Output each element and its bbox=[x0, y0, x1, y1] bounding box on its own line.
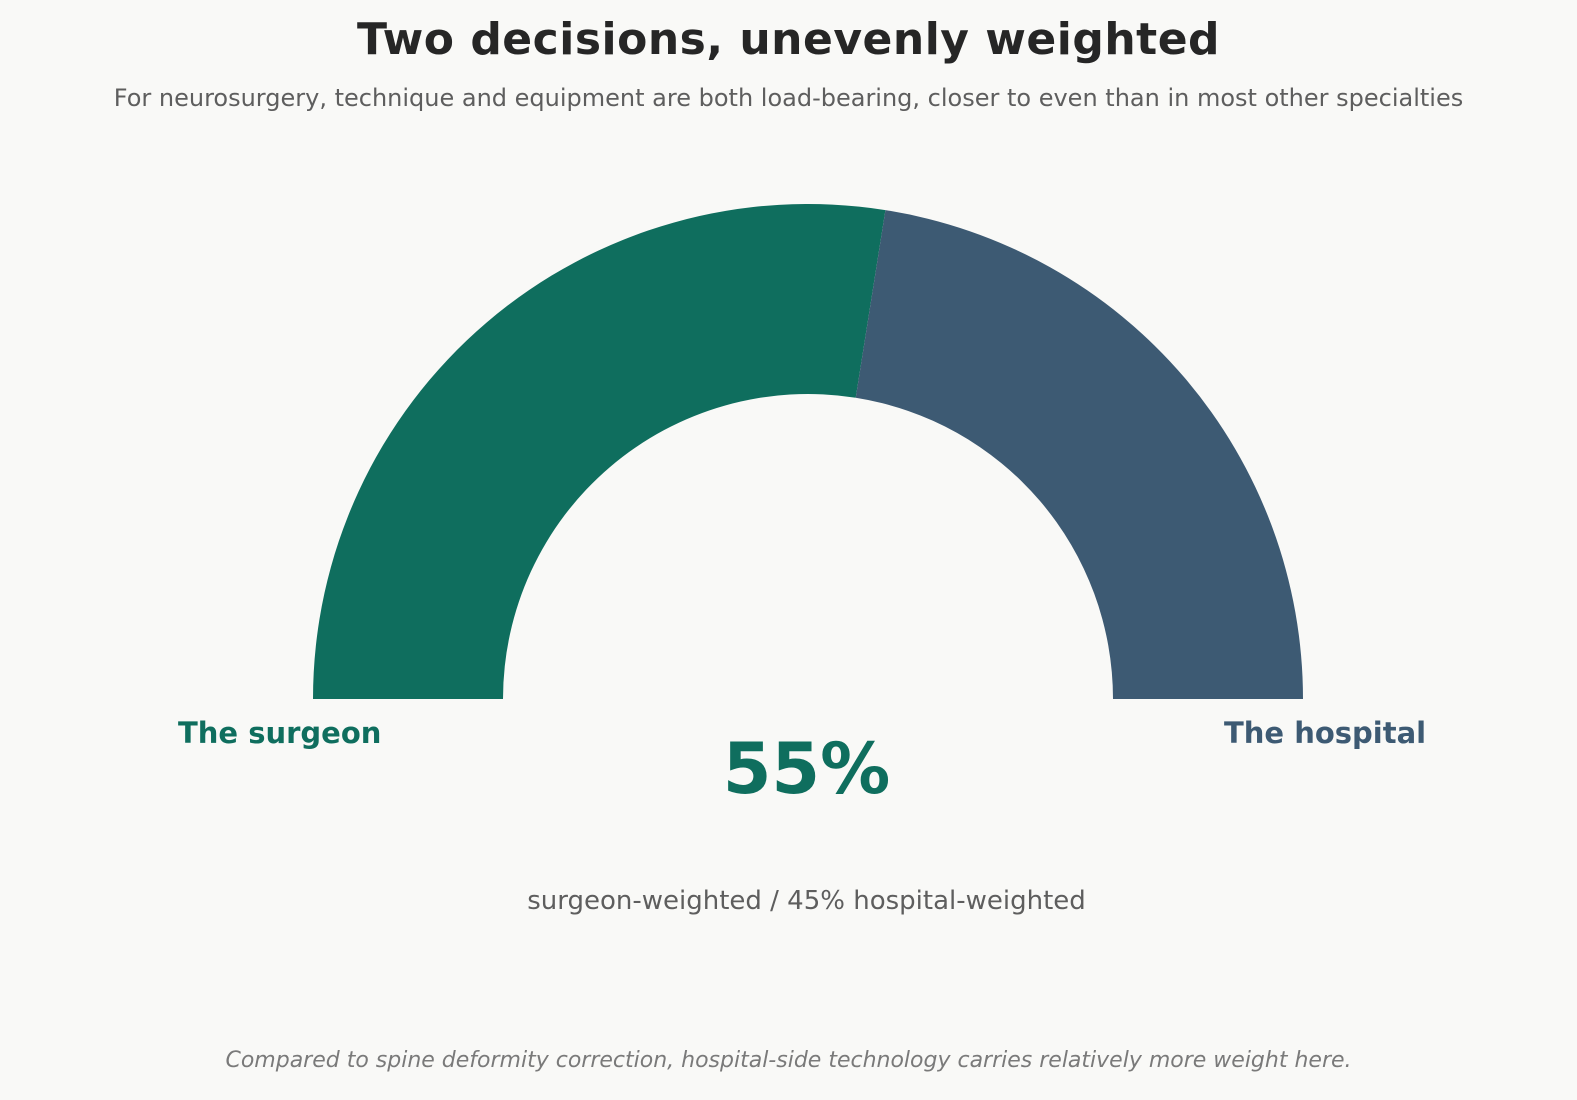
gauge-segment-surgeon bbox=[313, 203, 886, 699]
surgeon-label: The surgeon bbox=[178, 716, 382, 750]
surgeon-percentage: 55% bbox=[722, 728, 891, 810]
chart-subtitle: For neurosurgery, technique and equipmen… bbox=[113, 84, 1464, 112]
split-caption: surgeon-weighted / 45% hospital-weighted bbox=[527, 886, 1086, 916]
chart-title: Two decisions, unevenly weighted bbox=[356, 14, 1221, 65]
footnote: Compared to spine deformity correction, … bbox=[225, 1048, 1352, 1073]
gauge-segment-hospital bbox=[855, 210, 1303, 699]
hospital-label: The hospital bbox=[1224, 716, 1427, 750]
